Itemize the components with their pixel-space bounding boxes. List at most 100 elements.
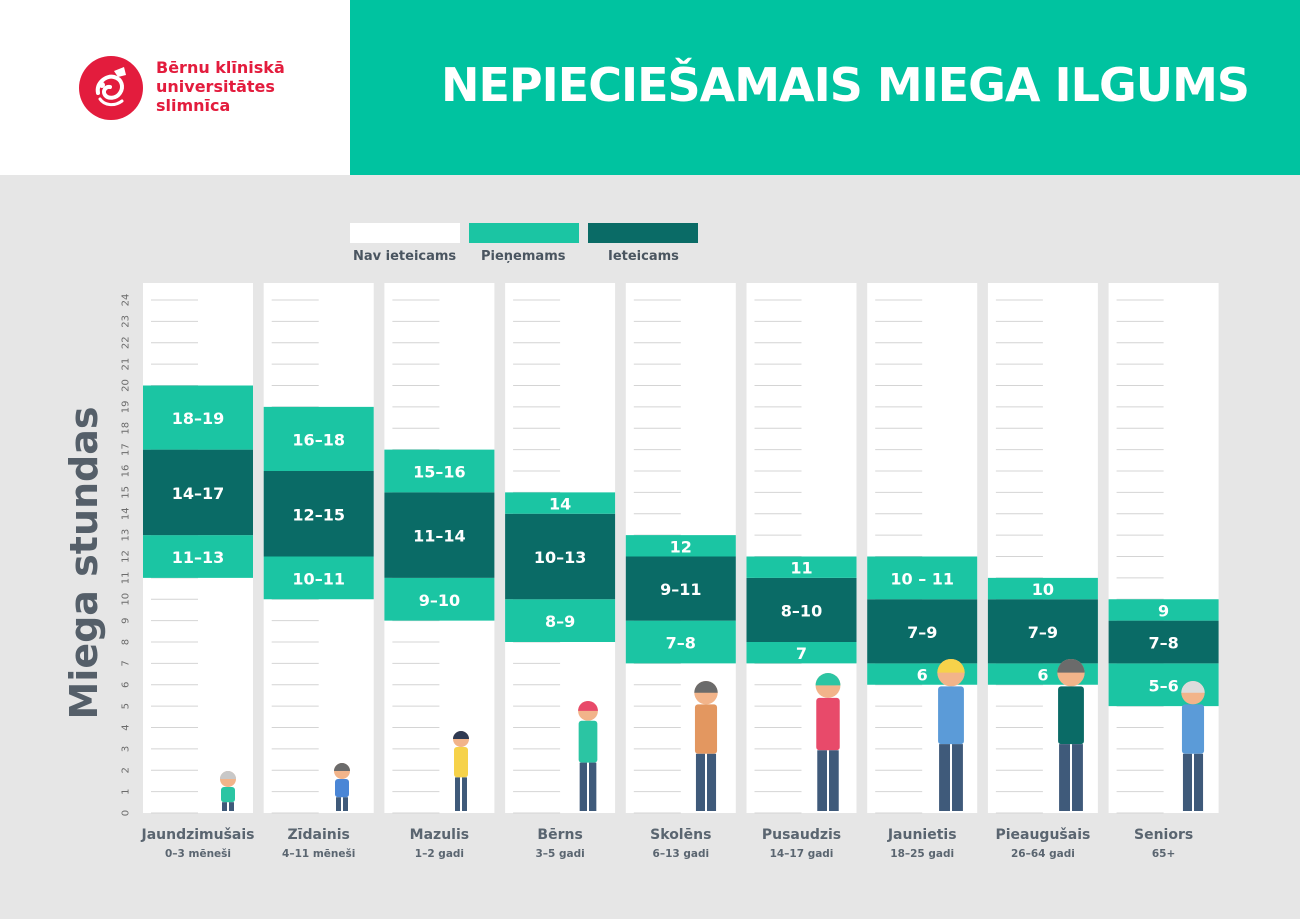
category-label: Zīdainis — [288, 827, 350, 843]
figure-hair-icon — [937, 659, 965, 673]
y-tick-label: 13 — [121, 529, 132, 542]
figure-leg-icon — [1072, 744, 1083, 811]
hospital-name: Bērnu klīniskā universitātes slimnīca — [156, 58, 285, 115]
bar-segment-acceptable — [746, 642, 857, 664]
bar-segment-recommended — [143, 449, 253, 536]
bar-segment-recommended — [384, 492, 495, 578]
figure-body-icon — [578, 720, 598, 763]
bar-segment-acceptable — [987, 577, 1098, 600]
category-age-label: 1–2 gadi — [415, 848, 464, 860]
figure-hair-icon — [334, 763, 350, 771]
figure-leg-icon — [939, 744, 950, 811]
figure-leg-icon — [1182, 753, 1192, 811]
category-age-label: 4–11 mēneši — [282, 848, 355, 860]
legend-swatch-not_recommended — [350, 223, 460, 243]
y-tick-label: 2 — [121, 767, 132, 773]
figure-leg-icon — [343, 797, 348, 811]
y-tick-label: 0 — [121, 810, 132, 816]
bar-segment-acceptable — [143, 535, 253, 578]
category-label: Pieaugušais — [995, 827, 1090, 843]
bar-segment-label: 14 — [549, 495, 571, 514]
hospital-name-line-3: slimnīca — [156, 96, 231, 115]
y-tick-label: 3 — [121, 746, 132, 752]
y-tick-label: 22 — [121, 336, 132, 349]
bar-segment-acceptable — [384, 449, 495, 493]
legend-label-acceptable: Pieņemams — [481, 249, 566, 264]
category-label: Mazulis — [410, 827, 469, 843]
category-age-label: 0–3 mēneši — [165, 848, 231, 860]
legend-swatch-recommended — [588, 223, 698, 243]
bar-segment-label: 9 — [1158, 601, 1169, 620]
y-tick-label: 19 — [121, 401, 132, 414]
bar-segment-label: 7–9 — [1028, 623, 1058, 642]
y-tick-label: 17 — [121, 443, 132, 456]
y-axis-label: Miega stundas — [62, 406, 106, 719]
figure-leg-icon — [707, 753, 717, 811]
y-tick-label: 24 — [121, 294, 132, 307]
bar-segment-acceptable — [505, 492, 616, 514]
bar-segment-recommended — [746, 577, 857, 642]
y-tick-label: 9 — [121, 617, 132, 623]
y-tick-label: 6 — [121, 682, 132, 688]
y-tick-label: 1 — [121, 788, 132, 794]
logo-area: Bērnu klīniskā universitātes slimnīca — [0, 0, 350, 175]
figure-leg-icon — [1059, 744, 1070, 811]
hospital-logo-icon — [79, 56, 143, 120]
bar-segment-label: 9–10 — [419, 591, 460, 610]
y-tick-label: 20 — [121, 379, 132, 392]
figure-leg-icon — [455, 777, 460, 811]
bar-segment-recommended — [625, 556, 736, 621]
category-label: Seniors — [1134, 827, 1193, 843]
figure-body-icon — [694, 704, 718, 754]
figure-leg-icon — [829, 750, 839, 811]
figure-hair-icon — [453, 731, 469, 739]
y-tick-label: 5 — [121, 703, 132, 709]
y-tick-label: 15 — [121, 486, 132, 499]
figure-leg-icon — [579, 762, 587, 811]
figure-body-icon — [1058, 686, 1084, 745]
bar-segment-recommended — [263, 471, 374, 557]
hospital-name-line-1: Bērnu klīniskā — [156, 58, 285, 77]
category-age-label: 18–25 gadi — [890, 848, 954, 860]
y-tick-label: 23 — [121, 315, 132, 328]
bar-segment-label: 7–8 — [1148, 634, 1178, 653]
figure-body-icon — [454, 747, 468, 778]
bar-segment-acceptable — [143, 385, 253, 450]
y-tick-label: 16 — [121, 465, 132, 478]
bar-segment-label: 10–13 — [534, 548, 587, 567]
bar-segment-label: 5–6 — [1148, 676, 1178, 695]
bar-segment-acceptable — [625, 620, 736, 664]
legend-swatch-acceptable — [469, 223, 579, 243]
figure-body-icon — [335, 779, 349, 798]
category-label: Bērns — [537, 827, 582, 843]
bar-segment-acceptable — [746, 556, 857, 578]
bar-segment-label: 7 — [796, 644, 807, 663]
y-tick-label: 21 — [121, 358, 132, 371]
bar-segment-label: 10–11 — [292, 569, 345, 588]
bar-segment-label: 12–15 — [292, 505, 345, 524]
title-banner: NEPIECIEŠAMAIS MIEGA ILGUMS — [350, 0, 1300, 175]
category-age-label: 14–17 gadi — [770, 848, 834, 860]
bar-segment-label: 6 — [917, 666, 928, 685]
page-title: NEPIECIEŠAMAIS MIEGA ILGUMS — [441, 58, 1250, 112]
bar-segment-label: 15–16 — [413, 463, 466, 482]
figure-hair-icon — [220, 771, 236, 779]
figure-body-icon — [221, 787, 235, 803]
y-tick-label: 11 — [121, 572, 132, 585]
figure-leg-icon — [222, 802, 227, 811]
bar-segment-recommended — [1108, 620, 1219, 664]
figure-leg-icon — [336, 797, 341, 811]
figure-leg-icon — [462, 777, 467, 811]
bar-segment-label: 7–8 — [666, 634, 696, 653]
hospital-name-line-2: universitātes — [156, 77, 275, 96]
legend-label-recommended: Ieteicams — [608, 249, 679, 264]
category-label: Jaunietis — [887, 827, 957, 843]
figure-leg-icon — [589, 762, 597, 811]
y-tick-label: 8 — [121, 639, 132, 645]
column-background — [746, 283, 857, 813]
category-age-label: 65+ — [1152, 848, 1175, 860]
bar-segment-acceptable — [384, 577, 495, 621]
figure-hair-icon — [815, 672, 841, 686]
category-age-label: 6–13 gadi — [653, 848, 710, 860]
figure-body-icon — [816, 697, 840, 751]
